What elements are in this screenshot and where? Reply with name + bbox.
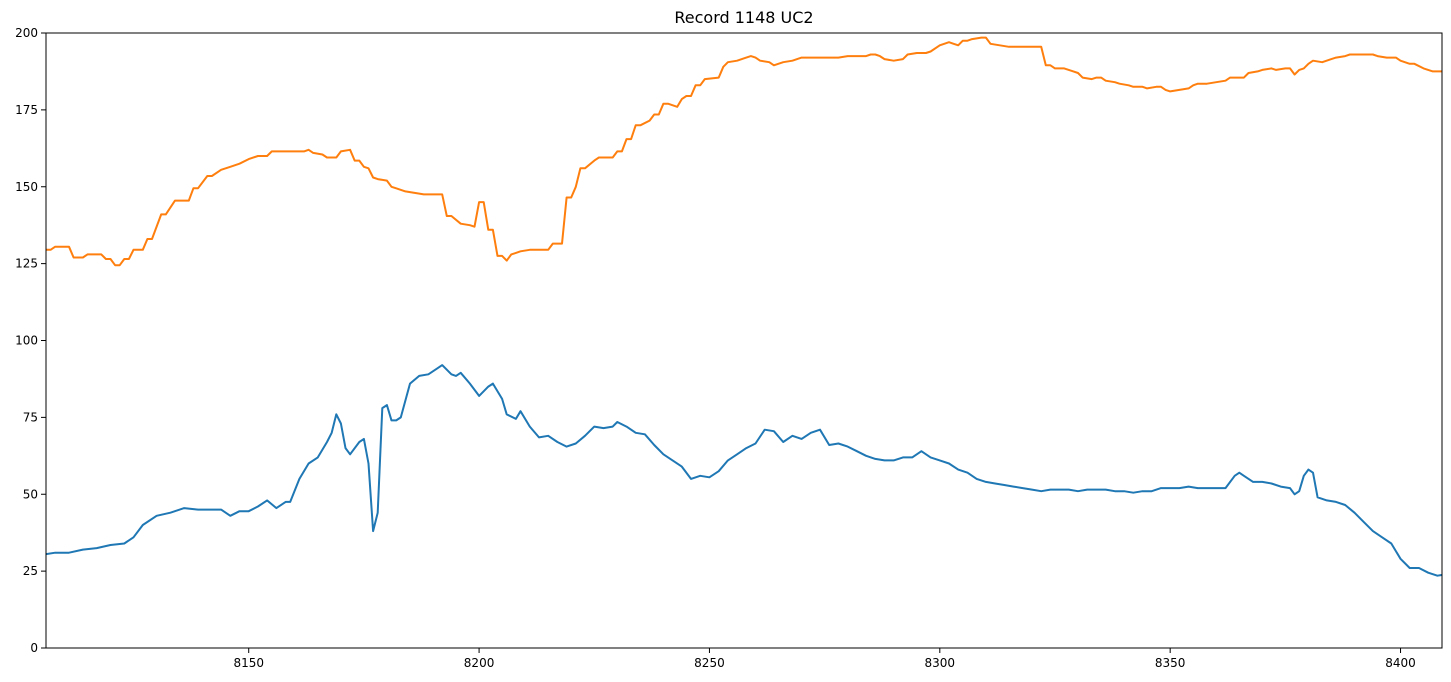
plot-area	[46, 36, 1442, 577]
y-tick-label: 25	[23, 564, 38, 578]
y-tick-label: 125	[15, 257, 38, 271]
chart-title: Record 1148 UC2	[674, 8, 813, 27]
x-tick-label: 8250	[694, 656, 725, 670]
y-axis: 0 25 50 75 100 125 150 175 200	[15, 26, 46, 655]
y-tick-label: 75	[23, 410, 38, 424]
x-tick-label: 8400	[1385, 656, 1416, 670]
x-tick-label: 8200	[464, 656, 495, 670]
y-tick-label: 200	[15, 26, 38, 40]
y-tick-label: 150	[15, 180, 38, 194]
x-tick-label: 8150	[233, 656, 264, 670]
x-tick-label: 8350	[1155, 656, 1186, 670]
series-line-1	[46, 364, 1442, 577]
y-tick-label: 0	[30, 641, 38, 655]
plot-frame	[45, 32, 1443, 649]
y-tick-label: 50	[23, 487, 38, 501]
series-line-2	[46, 36, 1442, 267]
x-axis: 8150 8200 8250 8300 8350 8400	[233, 648, 1416, 670]
x-tick-label: 8300	[925, 656, 956, 670]
y-tick-label: 100	[15, 334, 38, 348]
y-tick-label: 175	[15, 103, 38, 117]
